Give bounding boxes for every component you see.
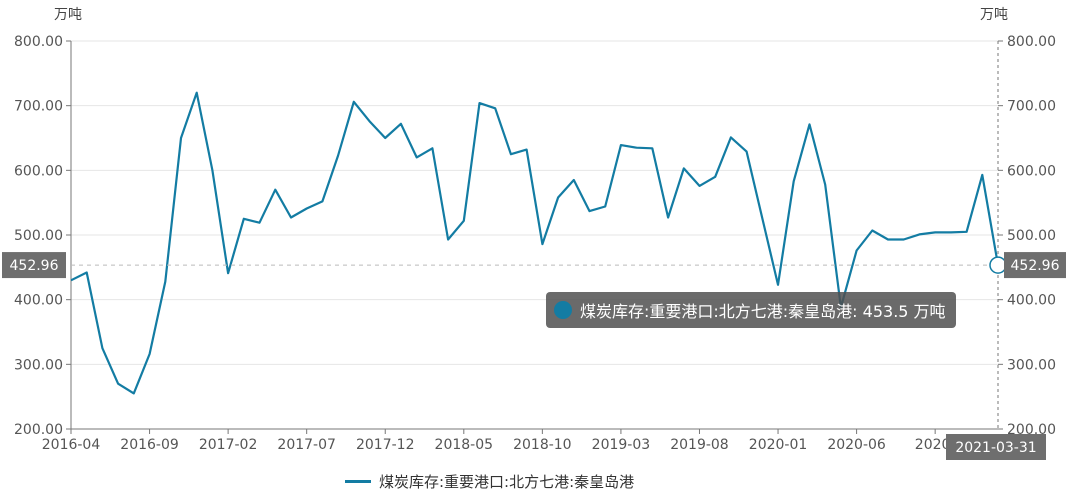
crosshair-label-x-bg xyxy=(946,434,1046,460)
crosshair-label-right: 452.96 xyxy=(1011,258,1060,274)
legend[interactable]: 煤炭库存:重要港口:北方七港:秦皇岛港 xyxy=(345,470,634,492)
crosshair-label-right-bg xyxy=(1004,252,1066,279)
x-tick-label: 2019-08 xyxy=(670,437,729,453)
x-tick-label: 2016-04 xyxy=(42,437,101,453)
y-tick-label-left: 600.00 xyxy=(14,163,63,179)
crosshair: 452.96 452.96 2021-03-31 xyxy=(2,252,1066,460)
x-tick-label: 2017-12 xyxy=(356,437,415,453)
grid-lines xyxy=(71,40,998,365)
x-tick-label: 2020- xyxy=(915,437,956,453)
crosshair-label-x: 2021-03-31 xyxy=(955,440,1036,456)
y-tick-label-right: 400.00 xyxy=(1007,293,1056,309)
left-unit-label: 万吨 xyxy=(54,7,82,23)
y-tick-label-right: 600.00 xyxy=(1007,163,1056,179)
series-line xyxy=(70,91,1000,395)
y-tick-label-left: 300.00 xyxy=(14,357,63,373)
x-tick-label: 2017-07 xyxy=(277,437,336,453)
x-tick-label: 2016-09 xyxy=(120,437,179,453)
x-tick-label: 2020-06 xyxy=(827,437,886,453)
series-layer xyxy=(70,91,1000,395)
x-tick-label: 2018-05 xyxy=(435,437,494,453)
y-tick-label-left: 400.00 xyxy=(14,293,63,309)
x-tick-label: 2017-02 xyxy=(199,437,258,453)
legend-line-icon xyxy=(345,479,371,483)
crosshair-point xyxy=(989,256,1007,274)
x-tick-label: 2020-01 xyxy=(749,437,808,453)
y-tick-label-left: 700.00 xyxy=(14,99,63,115)
right-unit-label: 万吨 xyxy=(980,7,1008,23)
y-tick-label-left: 500.00 xyxy=(14,228,63,244)
crosshair-label-left-bg xyxy=(2,252,66,279)
crosshair-label-left: 452.96 xyxy=(10,258,59,274)
tooltip-series-dot xyxy=(554,301,572,319)
y-tick-label-right: 700.00 xyxy=(1007,99,1056,115)
y-tick-label-left: 800.00 xyxy=(14,34,63,50)
y-tick-label-right: 300.00 xyxy=(1007,357,1056,373)
y-tick-label-right: 500.00 xyxy=(1007,228,1056,244)
tooltip: 煤炭库存:重要港口:北方七港:秦皇岛港: 453.5 万吨 xyxy=(546,292,956,328)
x-tick-label: 2019-03 xyxy=(592,437,651,453)
tooltip-text: 煤炭库存:重要港口:北方七港:秦皇岛港: 453.5 万吨 xyxy=(580,302,946,321)
y-tick-label-left: 200.00 xyxy=(14,422,63,438)
legend-label[interactable]: 煤炭库存:重要港口:北方七港:秦皇岛港 xyxy=(379,472,635,491)
x-tick-label: 2018-10 xyxy=(513,437,572,453)
y-tick-label-right: 800.00 xyxy=(1007,34,1056,50)
